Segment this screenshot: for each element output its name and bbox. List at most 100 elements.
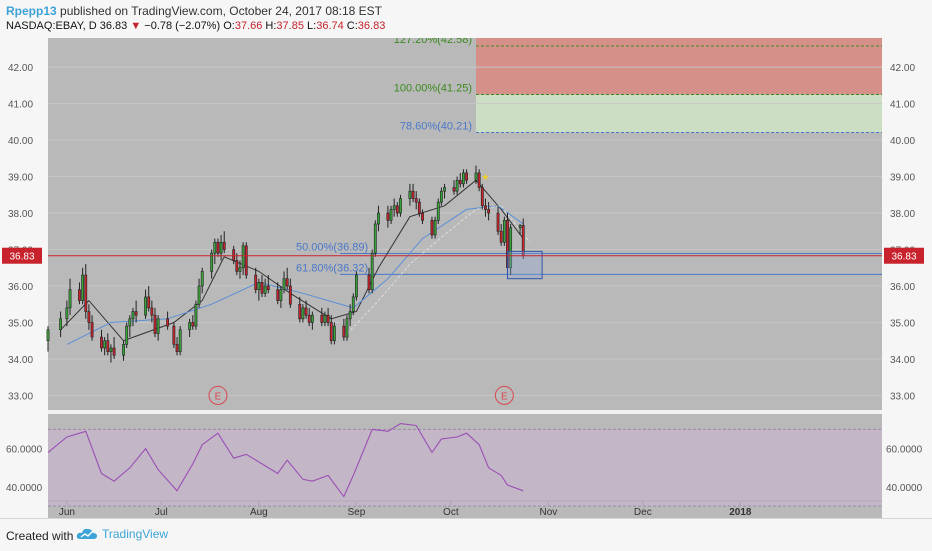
candle-body [499,230,503,243]
tradingview-cloud-icon [76,528,97,539]
y-tick-label-left: 36.00 [8,282,33,293]
candle-body [219,241,223,254]
candle-body [304,307,308,316]
x-tick-label: Jun [59,507,75,518]
candle-body [150,307,154,316]
candle-body [370,252,374,290]
fib-label: 127.20%(42.58) [394,38,472,46]
y-tick-label-left: 39.00 [8,173,33,184]
candle-body [310,314,314,323]
high-label: H: [265,20,277,32]
fib-label: 50.00%(36.89) [296,242,368,254]
y-tick-label-left: 42.00 [8,63,33,74]
candle-body [307,314,311,323]
y-tick-label-left: 41.00 [8,100,33,111]
candle-body [484,205,487,210]
candle-body [487,209,491,214]
close-label: C: [346,20,358,32]
ohlc-line: NASDAQ:EBAY, D 36.83 ▼ −0.78 (−2.07%) O:… [6,20,385,32]
fib-zone-0 [476,38,882,95]
candle-body [222,241,226,250]
fib-zone-1 [476,94,882,133]
candle-body [109,347,113,352]
candle-body [298,303,302,320]
candle-body [144,296,147,316]
candle-body [433,220,437,236]
candle-body [367,274,371,290]
candle-body [452,187,456,192]
candle-body [509,227,513,269]
open-value: 37.66 [234,20,263,32]
candle-body [232,249,236,261]
footer: Created with TradingView [0,518,932,551]
candle-body [279,289,283,301]
x-tick-label: Oct [443,507,459,518]
candle-body [439,190,443,203]
y-tick-label-left: 34.00 [8,355,33,366]
candle-body [285,278,289,287]
fib-label: 61.80%(36.32) [296,262,368,274]
rsi-band [48,429,882,507]
candle-body [238,267,242,272]
candle-body [377,212,380,225]
rsi-tick-label-left: 40.0000 [6,483,43,494]
published-text: published on TradingView.com, October 24… [60,4,383,18]
candle-body [263,285,267,294]
candle-body [351,296,355,312]
candle-body [106,340,110,352]
candle-body [194,303,198,327]
candle-body [68,289,72,309]
candle-body [392,205,396,210]
candle-body [254,274,258,290]
tradingview-brand[interactable]: TradingView [76,527,168,541]
price-chart[interactable]: 33.00 33.00 34.00 34.00 35.00 35.00 36.00 36.00… [0,38,932,518]
y-tick-label-left: 38.00 [8,209,33,220]
candle-body [395,205,399,214]
candle-body [477,172,481,188]
candle-body [329,322,333,342]
author-link[interactable]: Rpepp13 [6,4,57,18]
candle-body [103,340,107,349]
candle-body [241,245,245,269]
chart-header: Rpepp13 published on TradingView.com, Oc… [0,0,932,38]
y-tick-label-right: 38.00 [890,209,915,220]
rsi-line [47,423,524,498]
earnings-marker [208,385,228,405]
candle-body [87,311,91,323]
y-tick-label-right: 42.00 [890,63,915,74]
close-value: 36.83 [357,20,386,32]
last-price-text-left: 36.83 [9,252,34,263]
y-tick-label-right: 39.00 [890,173,915,184]
y-tick-label-right: 36.00 [890,282,915,293]
candle-body [188,322,192,331]
candle-body [244,245,248,276]
last-price-badge-left [2,247,42,264]
y-tick-label-right: 40.00 [890,136,915,147]
last-price-text-right: 36.83 [891,252,916,263]
y-tick-label-left: 33.00 [8,391,33,402]
candle-body [65,307,69,320]
candle-body [421,212,424,221]
fib-label: 78.60%(40.21) [400,120,472,132]
candle-body [443,187,446,192]
candle-body [235,260,239,272]
down-arrow-icon: ▼ [130,20,142,32]
candle-body [323,314,327,323]
candle-body [128,318,132,327]
rsi-tick-label-right: 60.0000 [886,445,923,456]
tradingview-name: TradingView [102,527,169,541]
candle-body [465,172,468,181]
y-tick-label-right: 35.00 [890,318,915,329]
candle-body [436,201,440,221]
candle-body [90,322,94,338]
candle-body [462,172,465,185]
x-tick-label: Dec [634,507,652,518]
candle-body [175,344,179,352]
candle-body [156,318,160,334]
candle-body [282,278,286,290]
x-tick-label: 2018 [729,507,752,518]
y-tick-label-right: 34.00 [890,355,915,366]
y-tick-label-left: 40.00 [8,136,33,147]
y-tick-label-right: 41.00 [890,100,915,111]
candle-body [213,241,217,254]
